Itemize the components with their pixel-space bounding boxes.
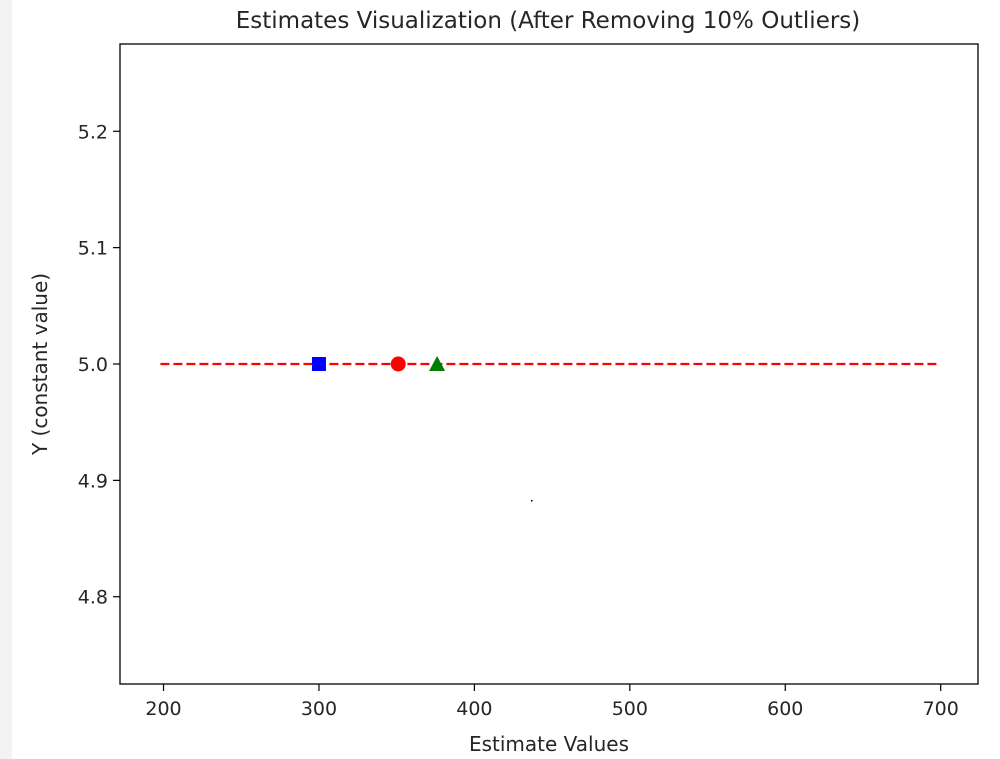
square-marker xyxy=(311,357,326,371)
stray-pixel-mark xyxy=(531,500,533,502)
chart-title: Estimates Visualization (After Removing … xyxy=(236,8,861,34)
x-tick-label: 400 xyxy=(456,698,492,720)
y-tick-label: 5.0 xyxy=(78,354,108,376)
y-tick-label: 5.2 xyxy=(78,121,108,143)
left-edge-strip xyxy=(0,0,12,759)
x-tick-label: 700 xyxy=(923,698,959,720)
y-tick-label: 5.1 xyxy=(78,238,108,260)
x-tick-label: 500 xyxy=(612,698,648,720)
circle-marker xyxy=(390,356,406,372)
y-axis-label: Y (constant value) xyxy=(28,273,52,456)
data-series xyxy=(160,356,938,372)
x-axis-label: Estimate Values xyxy=(469,732,629,756)
x-axis: 200 300 400 500 600 700 xyxy=(145,684,959,720)
y-tick-label: 4.9 xyxy=(78,470,108,492)
x-tick-label: 300 xyxy=(301,698,337,720)
x-tick-label: 600 xyxy=(767,698,803,720)
plot-area-frame xyxy=(119,43,979,685)
triangle-marker xyxy=(429,356,446,371)
y-tick-label: 4.8 xyxy=(78,587,108,609)
x-tick-label: 200 xyxy=(145,698,181,720)
y-axis: 4.8 4.9 5.0 5.1 5.2 xyxy=(78,121,120,609)
